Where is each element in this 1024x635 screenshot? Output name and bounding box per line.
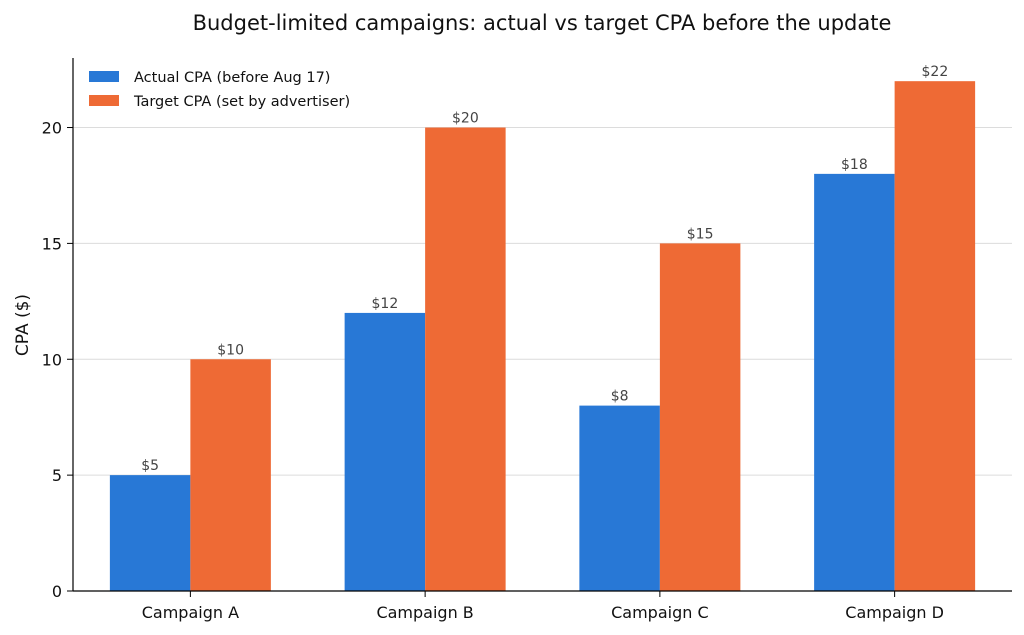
legend: Actual CPA (before Aug 17) Target CPA (se… bbox=[89, 70, 350, 110]
bars bbox=[109, 81, 976, 592]
x-tick-label: Campaign C bbox=[611, 603, 709, 622]
bar bbox=[659, 243, 741, 592]
bar bbox=[814, 173, 895, 591]
bar bbox=[109, 475, 191, 591]
axes bbox=[72, 58, 1012, 592]
bar-value-label: $22 bbox=[922, 64, 949, 80]
bar-value-label: $18 bbox=[841, 157, 868, 173]
bar-value-label: $5 bbox=[141, 458, 159, 474]
bar-value-label: $8 bbox=[611, 389, 629, 405]
x-tick-labels: Campaign A Campaign B Campaign C Campaign D bbox=[142, 591, 944, 622]
legend-label: Target CPA (set by advertiser) bbox=[133, 94, 350, 110]
y-tick-label: 15 bbox=[42, 234, 62, 253]
bar-value-label: $12 bbox=[372, 296, 399, 312]
bar bbox=[579, 405, 660, 591]
x-tick-label: Campaign D bbox=[845, 603, 944, 622]
y-tick-label: 20 bbox=[42, 119, 62, 138]
y-tick-label: 10 bbox=[42, 350, 62, 369]
y-tick-labels: 0 5 10 15 20 bbox=[42, 119, 73, 601]
chart-title: Budget-limited campaigns: actual vs targ… bbox=[193, 11, 892, 35]
bar bbox=[894, 81, 976, 591]
bar bbox=[344, 312, 426, 591]
legend-swatch bbox=[89, 71, 119, 82]
x-tick-label: Campaign B bbox=[376, 603, 473, 622]
y-tick-label: 5 bbox=[52, 466, 62, 485]
bar bbox=[190, 359, 271, 591]
bar-value-label: $20 bbox=[452, 111, 479, 127]
bar-value-label: $15 bbox=[687, 226, 714, 242]
legend-swatch bbox=[89, 95, 119, 106]
y-tick-label: 0 bbox=[52, 582, 62, 601]
y-axis-label: CPA ($) bbox=[13, 294, 33, 356]
legend-label: Actual CPA (before Aug 17) bbox=[134, 70, 330, 86]
bar-value-labels: $5 $12 $8 $18 $10 $20 $15 $22 bbox=[141, 64, 948, 474]
x-tick-label: Campaign A bbox=[142, 603, 239, 622]
bar bbox=[425, 127, 506, 592]
bar-value-label: $10 bbox=[217, 342, 244, 358]
